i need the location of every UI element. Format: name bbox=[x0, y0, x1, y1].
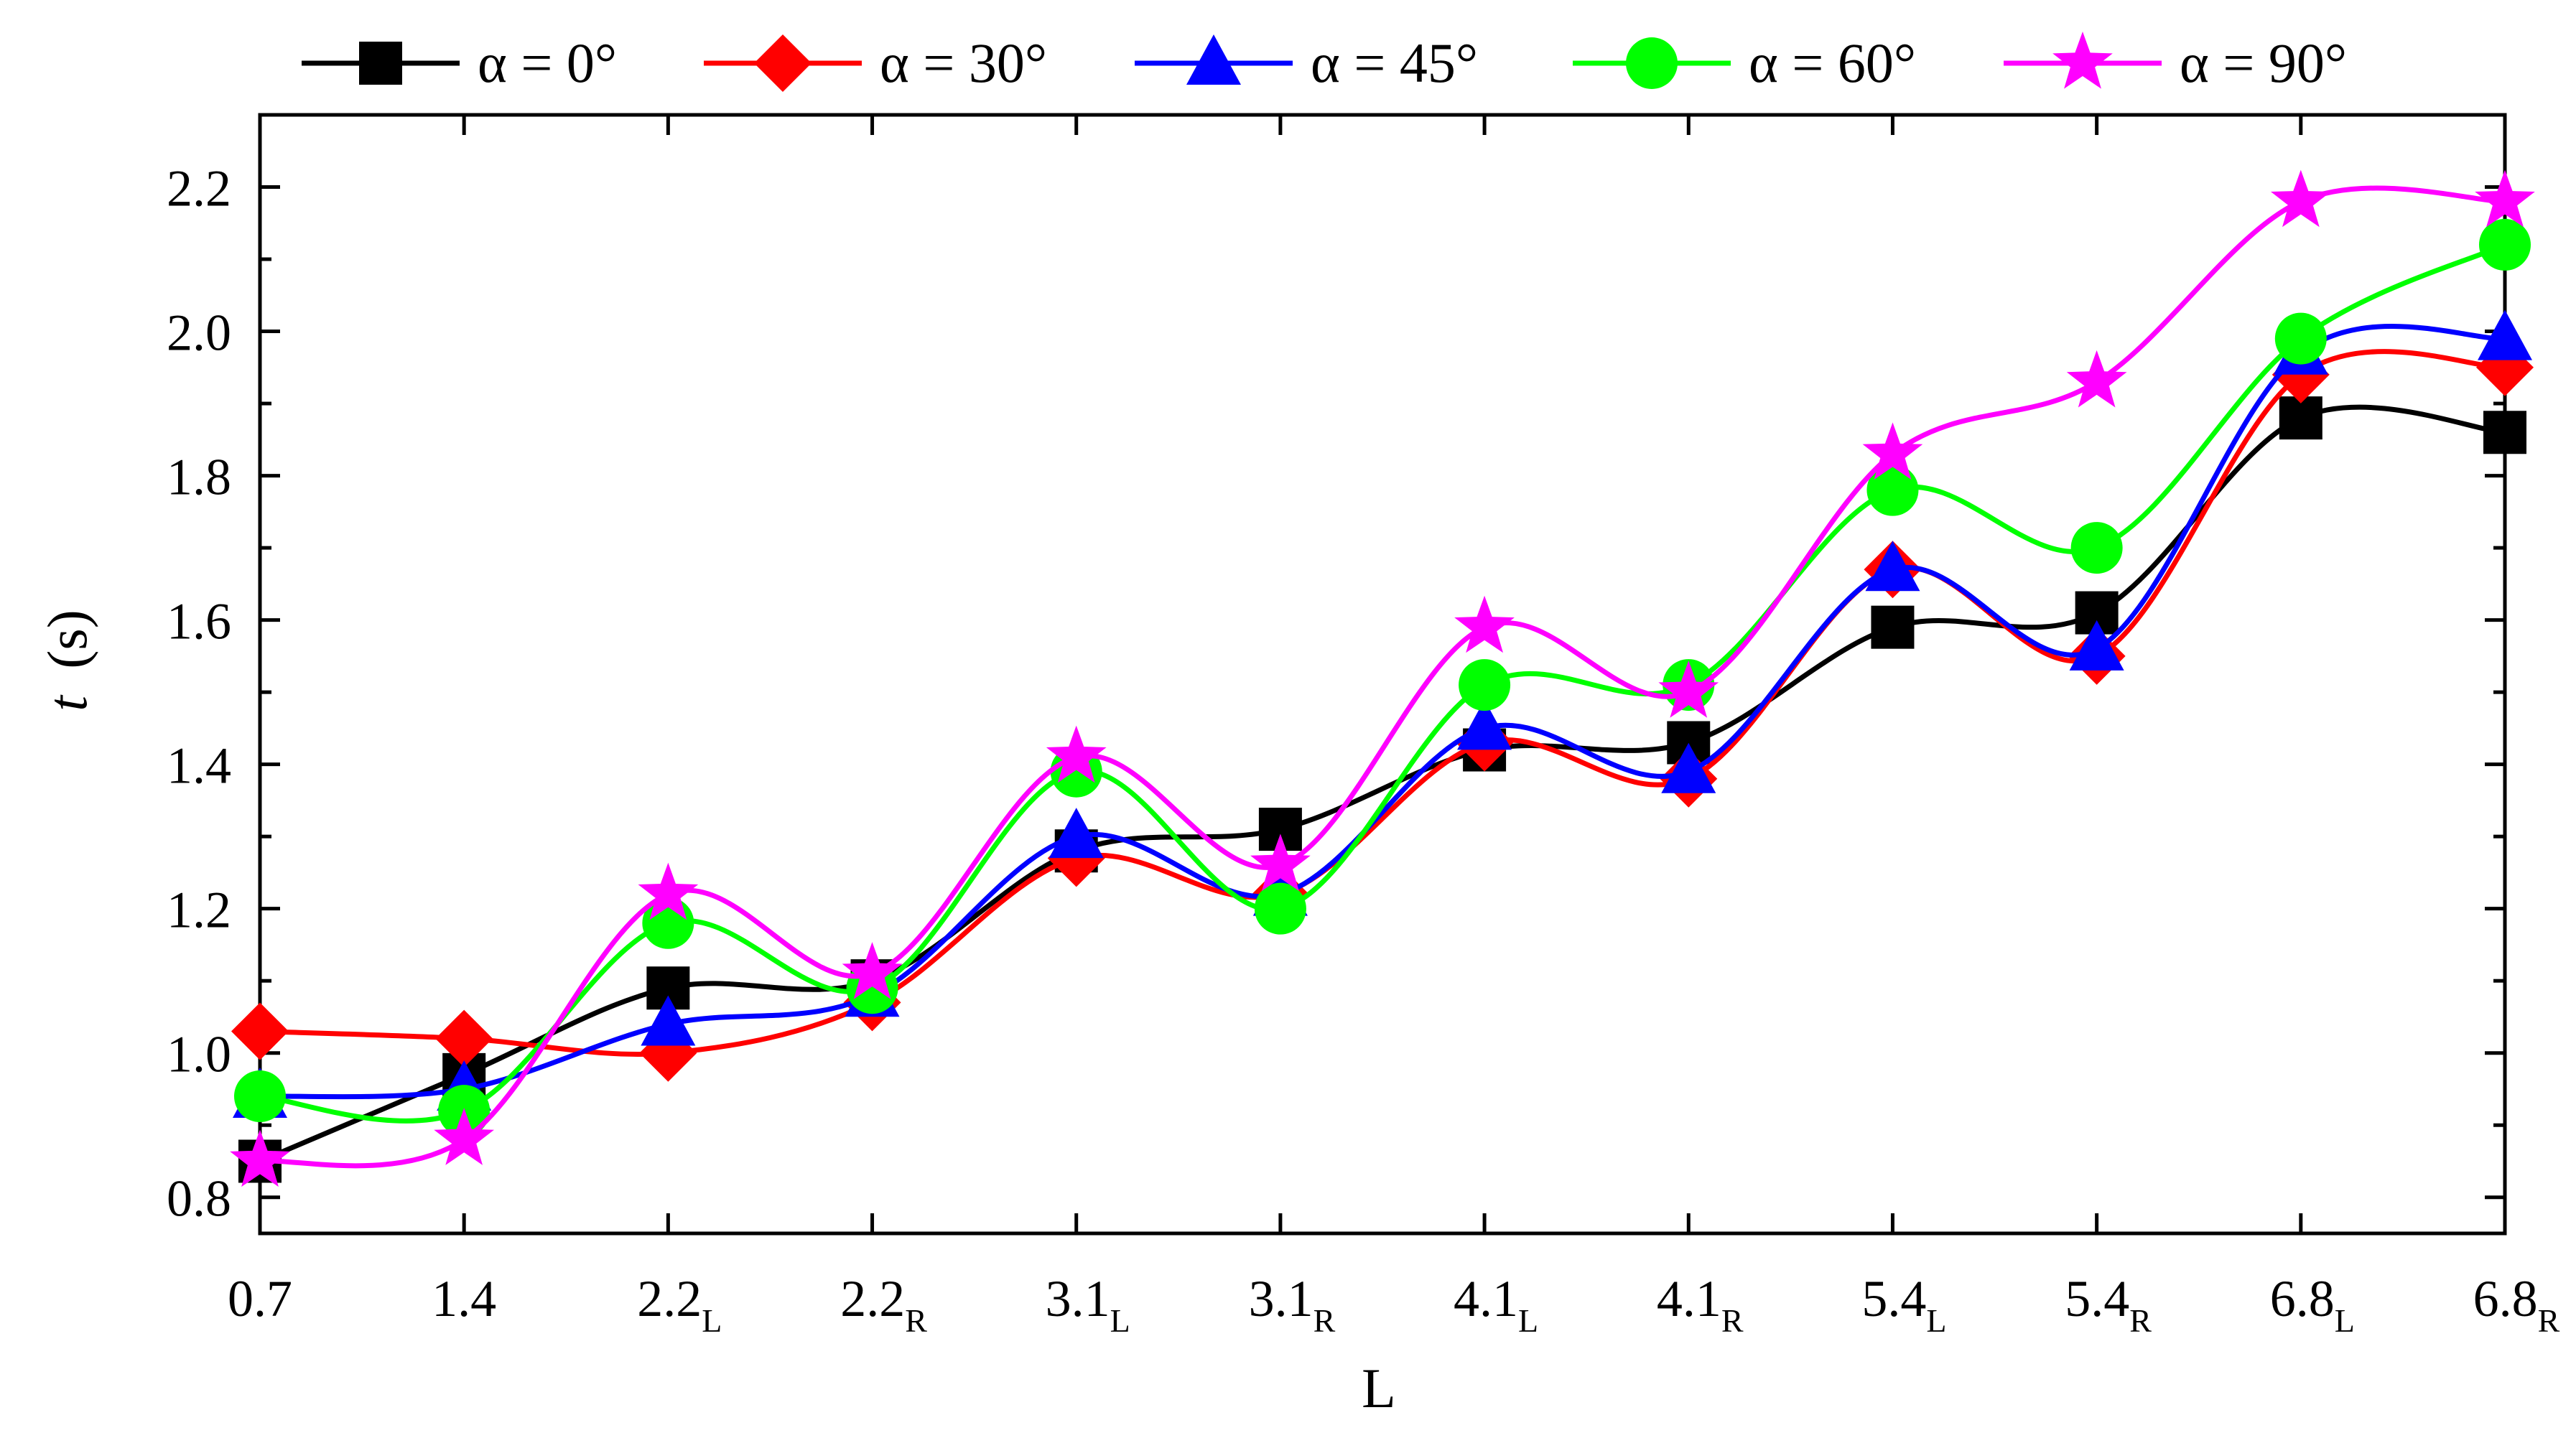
data-point-diamond bbox=[435, 1009, 493, 1068]
x-tick-label: 5.4L bbox=[1861, 1270, 1946, 1339]
y-axis-label-unit: (s) bbox=[36, 610, 98, 668]
data-point-circle bbox=[2274, 312, 2327, 365]
legend-item: α = 30° bbox=[704, 32, 1047, 94]
data-point-square bbox=[1871, 605, 1915, 649]
x-axis-label: L bbox=[1362, 1357, 1396, 1419]
data-point-triangle bbox=[2478, 309, 2532, 360]
x-tick-label: 3.1L bbox=[1046, 1270, 1130, 1339]
legend-item: α = 90° bbox=[2004, 32, 2347, 94]
legend-label: α = 60° bbox=[1749, 32, 1916, 94]
y-axis-label-variable: t bbox=[36, 694, 98, 711]
legend-item: α = 45° bbox=[1135, 32, 1478, 94]
y-tick-label: 1.2 bbox=[167, 882, 231, 939]
data-point-circle bbox=[2479, 218, 2531, 271]
data-point-star bbox=[2066, 350, 2127, 408]
legend-label: α = 90° bbox=[2180, 32, 2347, 94]
data-point-triangle bbox=[2069, 620, 2124, 671]
x-tick-label: 0.7 bbox=[228, 1270, 292, 1327]
y-tick-label: 2.2 bbox=[167, 160, 231, 218]
series-line bbox=[259, 242, 2506, 1124]
y-tick-label: 1.8 bbox=[167, 449, 231, 506]
legend-marker-square bbox=[359, 42, 402, 85]
data-point-diamond bbox=[231, 1002, 289, 1060]
x-tick-label: 5.4R bbox=[2065, 1270, 2152, 1339]
y-tick-label: 0.8 bbox=[167, 1170, 231, 1228]
series-line bbox=[259, 185, 2506, 1169]
legend-item: α = 60° bbox=[1573, 32, 1916, 94]
legend-label: α = 45° bbox=[1311, 32, 1478, 94]
x-tick-label: 2.2R bbox=[840, 1270, 927, 1339]
data-point-square bbox=[2483, 411, 2526, 454]
series-star bbox=[230, 169, 2535, 1187]
y-axis-label: t (s) bbox=[36, 610, 98, 711]
data-point-star bbox=[638, 862, 699, 920]
legend-label: α = 30° bbox=[880, 32, 1047, 94]
legend-marker-circle bbox=[1626, 37, 1678, 89]
y-tick-label: 1.4 bbox=[167, 737, 231, 795]
x-tick-label: 4.1R bbox=[1657, 1270, 1744, 1339]
x-tick-label: 3.1R bbox=[1249, 1270, 1336, 1339]
data-point-triangle bbox=[1457, 699, 1512, 750]
x-tick-label: 6.8L bbox=[2270, 1270, 2355, 1339]
y-tick-label: 1.6 bbox=[167, 593, 231, 650]
data-point-square bbox=[2279, 396, 2322, 440]
y-tick-label: 1.0 bbox=[167, 1026, 231, 1083]
data-point-star bbox=[1658, 660, 1719, 718]
data-point-star bbox=[2475, 169, 2535, 228]
axes-layer: 0.8 1.0 1.2 1.4 1.6 1.8 2.0 2.2 0.7 1.4 2.2L 2.2R 3.… bbox=[167, 113, 2560, 1339]
data-point-circle bbox=[1254, 882, 1306, 935]
series-layer bbox=[230, 169, 2535, 1187]
data-point-circle bbox=[2070, 522, 2123, 574]
data-point-star bbox=[1862, 422, 1923, 480]
data-point-star bbox=[1454, 595, 1515, 653]
legend: α = 0° α = 30° α = 45° α = 60° α = 90° bbox=[302, 32, 2347, 94]
series-square bbox=[238, 396, 2526, 1183]
plot-frame bbox=[258, 113, 2507, 1236]
svg-text:t (s): t (s) bbox=[36, 610, 98, 711]
data-point-star bbox=[842, 942, 903, 999]
x-tick-label: 2.2L bbox=[637, 1270, 722, 1339]
y-tick-label: 2.0 bbox=[167, 304, 231, 362]
data-point-star bbox=[230, 1129, 290, 1187]
legend-label: α = 0° bbox=[478, 32, 617, 94]
data-point-circle bbox=[1866, 464, 1919, 516]
data-point-triangle bbox=[1048, 808, 1104, 859]
series-line bbox=[259, 349, 2506, 1057]
data-point-triangle bbox=[641, 995, 696, 1046]
data-point-circle bbox=[1459, 659, 1511, 711]
data-point-diamond bbox=[2272, 345, 2330, 403]
legend-marker-triangle bbox=[1186, 34, 1241, 85]
x-tick-label: 4.1L bbox=[1454, 1270, 1538, 1339]
series-circle bbox=[234, 218, 2531, 1137]
data-point-star bbox=[434, 1108, 494, 1165]
data-point-star bbox=[1250, 834, 1311, 891]
legend-marker-star bbox=[2052, 32, 2113, 89]
data-point-triangle bbox=[1865, 541, 1920, 592]
legend-marker-diamond bbox=[754, 34, 812, 92]
legend-item: α = 0° bbox=[302, 32, 617, 94]
data-point-triangle bbox=[1661, 742, 1716, 793]
series-diamond bbox=[231, 338, 2534, 1082]
data-point-star bbox=[2271, 169, 2331, 228]
x-tick-label: 6.8R bbox=[2473, 1270, 2560, 1339]
data-point-circle bbox=[234, 1070, 286, 1123]
data-point-star bbox=[1046, 725, 1107, 783]
x-tick-label: 1.4 bbox=[432, 1270, 496, 1327]
